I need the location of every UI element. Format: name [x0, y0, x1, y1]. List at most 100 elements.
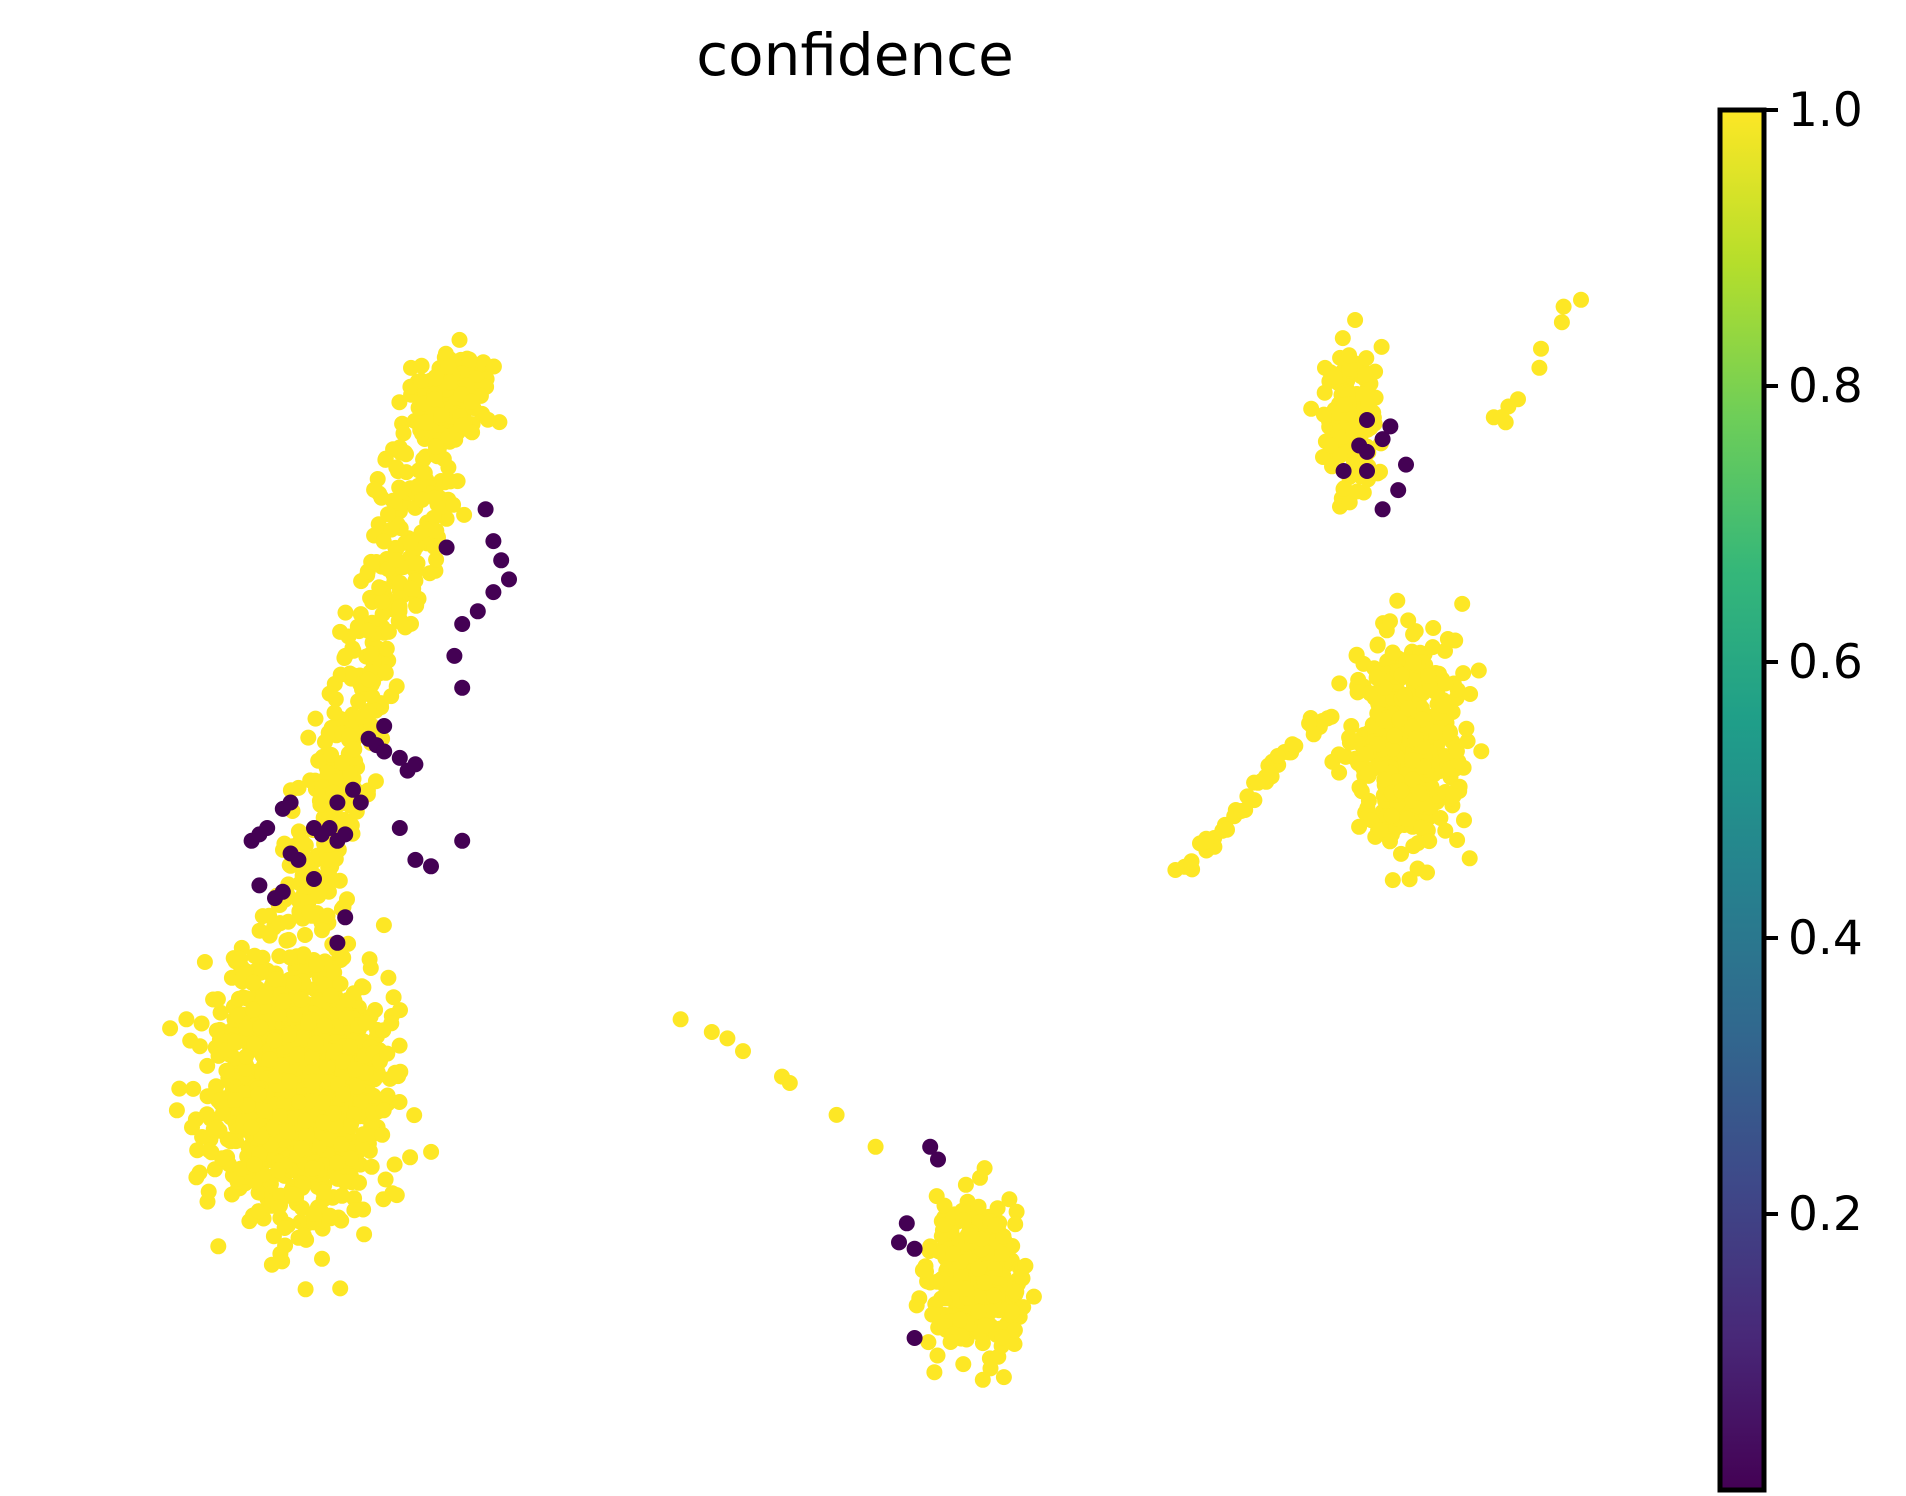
scatter-point-large-left: [218, 1062, 235, 1079]
scatter-point-bottom-center: [920, 1334, 937, 1351]
scatter-point-bottom-center: [1007, 1216, 1024, 1233]
scatter-point-large-left: [270, 1199, 287, 1216]
scatter-point-bottom-center: [995, 1369, 1012, 1386]
scatter-point-large-left: [272, 1108, 288, 1125]
scatter-point-right-lower: [1386, 727, 1403, 744]
scatter-point-low-confidence: [407, 851, 424, 868]
scatter-point-left-upper-arm: [282, 782, 299, 799]
scatter-point-right-lower: [1470, 662, 1487, 679]
scatter-point-large-left: [334, 1187, 350, 1204]
scatter-point-bottom-center: [955, 1212, 972, 1229]
scatter-point-large-left: [308, 956, 325, 973]
scatter-point-bottom-center: [995, 1228, 1012, 1245]
scatter-point-large-left: [238, 1020, 255, 1037]
scatter-point-large-left: [211, 1092, 228, 1109]
scatter-point-large-left: [332, 975, 349, 992]
scatter-point-right-lower: [1458, 720, 1475, 737]
scatter-point-right-lower: [1449, 832, 1466, 848]
scatter-point-left-upper-arm: [363, 645, 380, 662]
scatter-point-bottom-center: [945, 1245, 962, 1262]
scatter-point-low-confidence: [337, 909, 354, 926]
scatter-point-left-upper-arm: [428, 551, 445, 568]
scatter-point-right-lower: [1445, 787, 1462, 804]
scatter-point-right-lower: [1399, 810, 1416, 827]
scatter-point-large-left: [347, 1061, 364, 1078]
scatter-point-left-upper-arm: [363, 553, 380, 570]
scatter-point-large-left: [337, 1174, 354, 1190]
scatter-point-right-lower: [1391, 711, 1408, 728]
scatter-point-left-upper-arm: [332, 666, 349, 683]
scatter-point-large-left: [184, 1119, 200, 1136]
scatter-point-large-left: [243, 1119, 260, 1136]
scatter-point-left-upper-arm: [310, 752, 327, 769]
scatter-point-bottom-center: [982, 1360, 999, 1377]
scatter-point-right-trail: [1183, 853, 1200, 870]
scatter-point-right-upper: [1341, 360, 1358, 377]
scatter-point-bottom-center: [929, 1347, 946, 1364]
colorbar-tick-label: 0.4: [1788, 911, 1863, 966]
scatter-point-right-upper: [1335, 481, 1352, 497]
scatter-point-right-lower: [1405, 654, 1422, 671]
scatter-point-large-left: [245, 974, 262, 991]
scatter-point-right-lower: [1455, 665, 1472, 682]
scatter-point-large-left: [281, 1026, 297, 1043]
scatter-point-large-left: [319, 1058, 336, 1075]
scatter-point-right-lower: [1407, 730, 1424, 747]
scatter-point-left-top-knob: [479, 411, 496, 428]
scatter-point-large-left: [297, 927, 313, 943]
scatter-point-large-left: [246, 947, 263, 964]
scatter-point-large-left: [333, 1136, 350, 1153]
scatter-point-large-left: [377, 1171, 394, 1188]
scatter-point-left-upper-arm: [442, 473, 459, 490]
scatter-point-large-left: [208, 1119, 225, 1136]
scatter-point-large-left: [232, 950, 249, 967]
scatter-point-left-upper-arm: [307, 710, 324, 727]
scatter-point-large-left: [374, 1126, 391, 1143]
scatter-point-large-left: [316, 1017, 333, 1034]
scatter-point-bottom-center: [924, 1306, 941, 1323]
scatter-point-large-left: [273, 1057, 290, 1074]
scatter-point-right-trail: [1250, 774, 1266, 791]
scatter-point-large-left: [335, 1086, 351, 1103]
scatter-point-right-lower: [1420, 667, 1437, 684]
scatter-point-large-left: [293, 991, 309, 1008]
colorbar: 0.2 0.4 0.6 0.8 1.0: [1717, 83, 1863, 1493]
scatter-point-large-left: [307, 1035, 324, 1052]
scatter-point-right-lower: [1396, 688, 1413, 704]
scatter-point-low-confidence: [485, 533, 502, 550]
scatter-point-right-lower: [1459, 733, 1476, 750]
scatter-point-large-left: [379, 1087, 396, 1104]
scatter-point-bottom-center: [986, 1287, 1002, 1304]
scatter-point-right-top-trail: [1493, 409, 1510, 426]
scatter-point-low-confidence: [345, 781, 361, 798]
scatter-point-low-confidence: [329, 934, 346, 951]
scatter-point-large-left: [286, 975, 302, 991]
scatter-point-left-upper-arm: [427, 438, 444, 455]
scatter-point-large-left: [375, 1191, 392, 1208]
scatter-point-bottom-trail: [703, 1024, 720, 1040]
scatter-point-large-left: [314, 1094, 331, 1111]
scatter-point-large-left: [275, 993, 291, 1010]
scatter-point-large-left: [212, 1004, 229, 1021]
scatter-point-bottom-center: [987, 1217, 1004, 1234]
scatter-point-large-left: [178, 1011, 195, 1028]
scatter-point-large-left: [295, 1227, 312, 1244]
scatter-point-large-left: [363, 1158, 380, 1175]
scatter-point-large-left: [334, 1053, 351, 1070]
scatter-point-left-upper-arm: [377, 664, 394, 681]
scatter-point-low-confidence: [930, 1151, 946, 1168]
scatter-point-bottom-center: [911, 1290, 928, 1307]
scatter-point-left-top-knob: [426, 391, 443, 408]
scatter-point-large-left: [255, 988, 272, 1005]
scatter-point-large-left: [237, 1060, 254, 1077]
scatter-point-large-left: [263, 1256, 280, 1273]
scatter-point-left-upper-arm: [408, 597, 425, 614]
scatter-point-right-upper: [1357, 366, 1374, 383]
scatter-point-large-left: [316, 1071, 333, 1088]
scatter-point-large-left: [272, 1187, 289, 1204]
scatter-point-bottom-center: [972, 1169, 988, 1186]
scatter-point-right-trail: [1233, 803, 1250, 819]
scatter-point-left-upper-arm: [314, 922, 330, 939]
scatter-point-low-confidence: [376, 743, 393, 760]
scatter-point-right-trail: [1262, 765, 1279, 782]
